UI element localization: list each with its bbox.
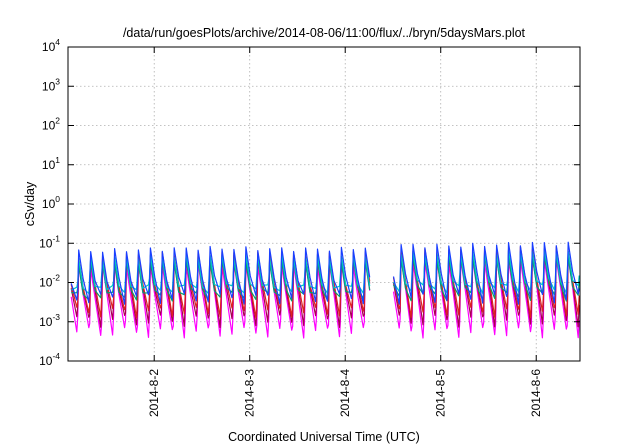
y-tick-label: 104 (42, 37, 60, 54)
y-tick-label: 10-1 (39, 233, 60, 250)
ticks: 10-4 10-3 10-2 10-1 100 101 102 103 104 2014-8-2 2… (39, 37, 580, 417)
x-tick-label: 2014-8-3 (243, 369, 257, 417)
chart-title: /data/run/goesPlots/archive/2014-08-06/1… (123, 26, 526, 40)
series-line (70, 241, 580, 305)
y-tick-label: 103 (42, 76, 60, 93)
plot-frame (67, 46, 581, 362)
series-layer (70, 241, 580, 339)
y-tick-label: 101 (42, 155, 60, 172)
y-tick-label: 10-2 (39, 273, 60, 290)
y-tick-label: 10-4 (39, 351, 60, 368)
x-tick-label: 2014-8-5 (434, 369, 448, 417)
grid (68, 47, 580, 361)
x-tick-label: 2014-8-6 (529, 369, 543, 417)
y-tick-label: 102 (42, 116, 60, 133)
x-axis-label: Coordinated Universal Time (UTC) (228, 430, 420, 444)
x-tick-label: 2014-8-2 (147, 369, 161, 417)
y-axis-label: cSv/day (23, 181, 37, 226)
y-tick-label: 10-3 (39, 312, 60, 329)
y-tick-label: 100 (42, 194, 60, 211)
x-tick-label: 2014-8-4 (338, 369, 352, 417)
